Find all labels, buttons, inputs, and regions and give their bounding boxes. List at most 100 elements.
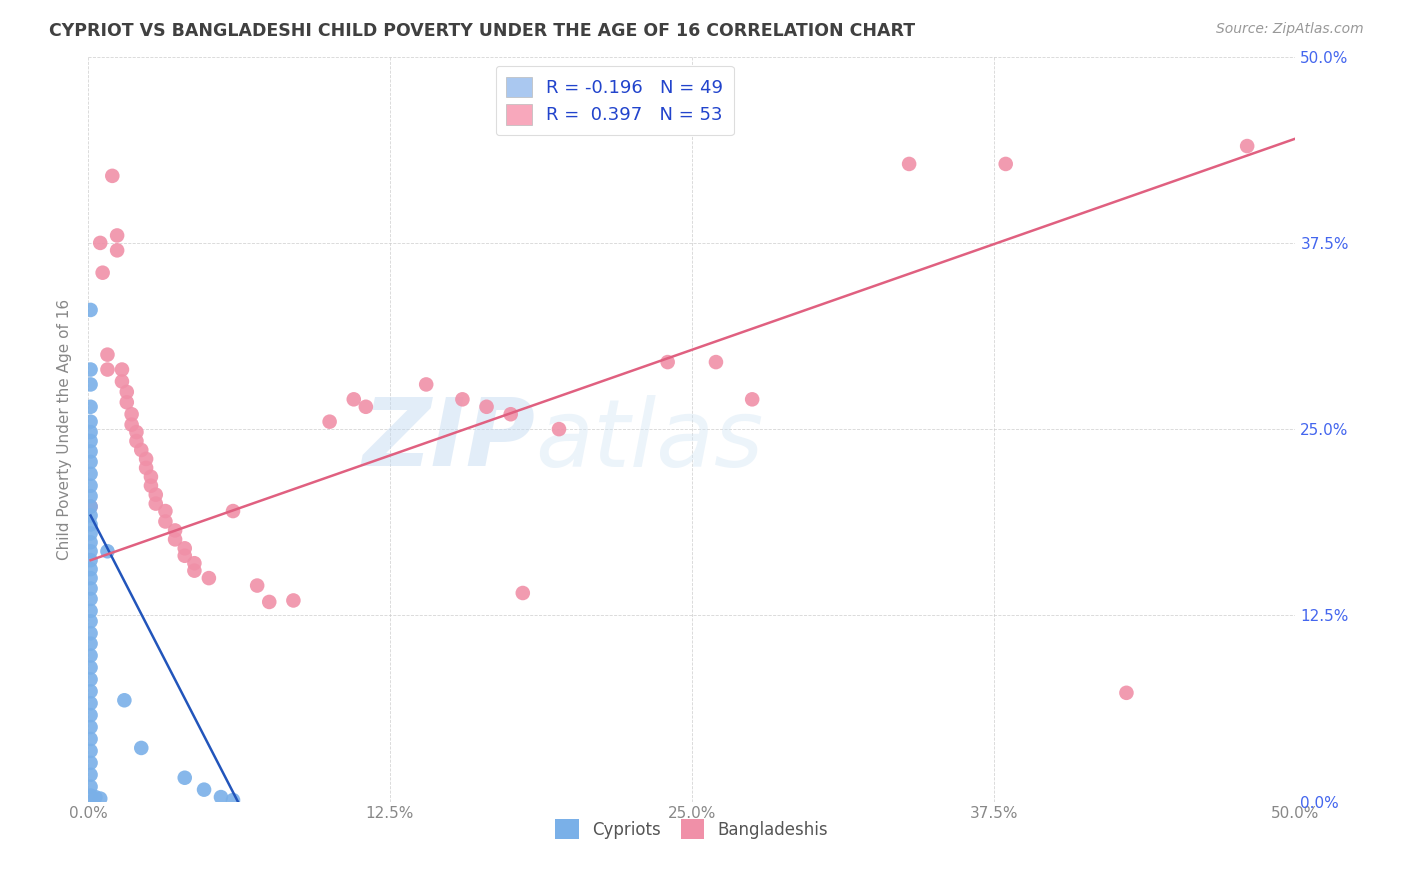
Point — [173, 771, 195, 785]
Point — [79, 434, 101, 448]
Point — [343, 392, 366, 407]
Point — [704, 355, 727, 369]
Point — [155, 515, 177, 529]
Point — [79, 768, 101, 782]
Point — [96, 362, 118, 376]
Point — [512, 586, 534, 600]
Point — [79, 615, 101, 629]
Point — [257, 595, 280, 609]
Point — [79, 526, 101, 541]
Point — [115, 395, 138, 409]
Point — [79, 500, 101, 514]
Point — [79, 553, 101, 567]
Point — [475, 400, 498, 414]
Point — [79, 789, 101, 803]
Point — [79, 377, 101, 392]
Point — [84, 790, 107, 805]
Point — [79, 508, 101, 523]
Point — [121, 407, 143, 421]
Point — [183, 564, 205, 578]
Point — [165, 533, 187, 547]
Point — [101, 169, 124, 183]
Point — [79, 604, 101, 618]
Point — [139, 479, 162, 493]
Point — [145, 497, 167, 511]
Point — [499, 407, 522, 421]
Point — [145, 488, 167, 502]
Point — [548, 422, 571, 436]
Point — [79, 673, 101, 687]
Point — [112, 693, 135, 707]
Point — [79, 756, 101, 770]
Point — [193, 782, 215, 797]
Point — [183, 556, 205, 570]
Point — [79, 400, 101, 414]
Point — [155, 504, 177, 518]
Point — [415, 377, 437, 392]
Legend: Cypriots, Bangladeshis: Cypriots, Bangladeshis — [548, 813, 835, 846]
Point — [115, 384, 138, 399]
Point — [105, 244, 128, 258]
Point — [451, 392, 474, 407]
Point — [79, 302, 101, 317]
Text: CYPRIOT VS BANGLADESHI CHILD POVERTY UNDER THE AGE OF 16 CORRELATION CHART: CYPRIOT VS BANGLADESHI CHILD POVERTY UND… — [49, 22, 915, 40]
Point — [209, 790, 232, 805]
Point — [898, 157, 921, 171]
Point — [79, 479, 101, 493]
Point — [139, 470, 162, 484]
Point — [79, 562, 101, 576]
Point — [135, 461, 157, 475]
Point — [96, 348, 118, 362]
Point — [79, 744, 101, 758]
Point — [79, 591, 101, 606]
Y-axis label: Child Poverty Under the Age of 16: Child Poverty Under the Age of 16 — [58, 299, 72, 559]
Point — [79, 425, 101, 439]
Point — [79, 708, 101, 723]
Point — [91, 266, 114, 280]
Point — [173, 549, 195, 563]
Point — [79, 362, 101, 376]
Point — [79, 489, 101, 503]
Point — [111, 375, 134, 389]
Point — [89, 791, 111, 805]
Point — [222, 793, 245, 807]
Point — [657, 355, 679, 369]
Point — [79, 467, 101, 481]
Point — [79, 517, 101, 532]
Point — [129, 442, 152, 457]
Point — [354, 400, 377, 414]
Point — [318, 415, 340, 429]
Point — [121, 417, 143, 432]
Point — [222, 504, 245, 518]
Point — [283, 593, 305, 607]
Point — [79, 696, 101, 710]
Point — [79, 544, 101, 558]
Point — [79, 731, 101, 746]
Point — [79, 444, 101, 458]
Point — [79, 780, 101, 794]
Point — [165, 524, 187, 538]
Point — [111, 362, 134, 376]
Point — [173, 541, 195, 556]
Point — [79, 500, 101, 514]
Point — [135, 451, 157, 466]
Point — [79, 720, 101, 734]
Text: atlas: atlas — [534, 395, 763, 486]
Point — [79, 684, 101, 698]
Point — [583, 109, 606, 123]
Point — [125, 434, 148, 448]
Point — [741, 392, 763, 407]
Point — [1236, 139, 1258, 153]
Point — [105, 228, 128, 243]
Point — [79, 582, 101, 596]
Text: Source: ZipAtlas.com: Source: ZipAtlas.com — [1216, 22, 1364, 37]
Point — [994, 157, 1017, 171]
Point — [129, 741, 152, 756]
Point — [198, 571, 221, 585]
Point — [125, 425, 148, 439]
Point — [89, 235, 111, 250]
Point — [79, 415, 101, 429]
Point — [246, 578, 269, 592]
Point — [79, 626, 101, 640]
Point — [79, 637, 101, 651]
